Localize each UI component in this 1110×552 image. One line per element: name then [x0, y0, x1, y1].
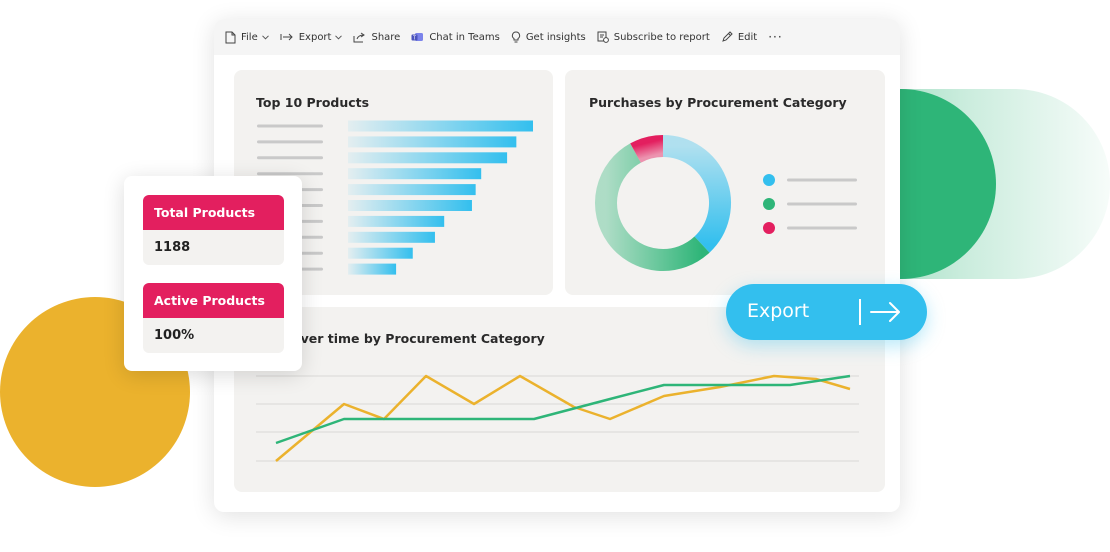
donut-slice [630, 135, 664, 163]
legend-swatch [763, 222, 775, 234]
export-menu[interactable]: Export [280, 32, 343, 43]
bar-label-placeholder [257, 172, 323, 176]
svg-text:T: T [412, 35, 417, 41]
chevron-down-icon [261, 34, 269, 40]
product-bar [348, 231, 435, 243]
product-bar [348, 152, 508, 164]
series-line-green [275, 374, 851, 445]
product-bar [348, 168, 482, 180]
product-bar [348, 184, 476, 196]
over-time-card: over time by Procurement Category [234, 307, 885, 492]
teams-icon: T [411, 33, 424, 41]
legend-label-placeholder [787, 202, 857, 206]
file-menu[interactable]: File [225, 31, 269, 44]
export-button[interactable]: Export [726, 284, 927, 340]
kpi-value: 100% [143, 318, 284, 353]
get-insights-button[interactable]: Get insights [511, 30, 586, 44]
subscribe-button[interactable]: Subscribe to report [597, 31, 710, 43]
top-products-title: Top 10 Products [256, 95, 370, 110]
report-toolbar: File Export Share T Chat in Teams Get in… [214, 19, 900, 55]
subscribe-label: Subscribe to report [613, 31, 710, 43]
legend-swatch [763, 198, 775, 210]
product-bar [348, 120, 533, 132]
product-bar [348, 215, 445, 227]
edit-button[interactable]: Edit [721, 31, 757, 43]
product-bar [348, 136, 517, 148]
export-button-label: Export [747, 300, 810, 322]
product-bar [348, 200, 472, 211]
pencil-icon [722, 31, 733, 42]
bar-label-placeholder [257, 156, 323, 160]
over-time-title: over time by Procurement Category [292, 331, 545, 346]
export-label: Export [298, 31, 332, 43]
bar-label-placeholder [257, 140, 323, 144]
share-label: Share [371, 31, 401, 43]
procurement-title: Purchases by Procurement Category [589, 95, 847, 110]
product-bar [348, 263, 397, 275]
kpi-active-products: Active Products 100% [143, 283, 284, 353]
more-options-button[interactable]: ··· [768, 30, 782, 44]
kpi-label: Active Products [143, 283, 284, 318]
kpi-value: 1188 [143, 230, 284, 265]
kpi-total-products: Total Products 1188 [143, 195, 284, 265]
procurement-donut-chart [595, 135, 857, 271]
over-time-line-chart [256, 374, 859, 462]
arrow-right-icon [859, 299, 900, 325]
procurement-card: Purchases by Procurement Category [565, 70, 885, 295]
file-icon [225, 31, 236, 43]
legend-label-placeholder [787, 178, 857, 182]
chat-in-teams-label: Chat in Teams [429, 31, 500, 43]
lightbulb-icon [511, 30, 520, 42]
get-insights-label: Get insights [525, 31, 586, 43]
donut-slice [662, 135, 731, 253]
share-button[interactable]: Share [353, 32, 400, 43]
share-icon [353, 32, 366, 42]
more-icon: ··· [768, 30, 783, 44]
bar-label-placeholder [257, 124, 323, 128]
donut-slice [595, 143, 710, 271]
export-arrow-icon [280, 33, 293, 41]
chevron-down-icon [335, 34, 343, 40]
legend-swatch [763, 174, 775, 186]
file-label: File [241, 31, 258, 43]
kpi-label: Total Products [143, 195, 284, 230]
legend-label-placeholder [787, 226, 857, 230]
product-bar [348, 247, 413, 259]
kpi-panel: Total Products 1188 Active Products 100% [124, 176, 302, 371]
edit-label: Edit [737, 31, 758, 43]
chat-in-teams-button[interactable]: T Chat in Teams [411, 31, 500, 43]
report-window: File Export Share T Chat in Teams Get in… [214, 19, 900, 512]
subscribe-icon [597, 31, 609, 43]
